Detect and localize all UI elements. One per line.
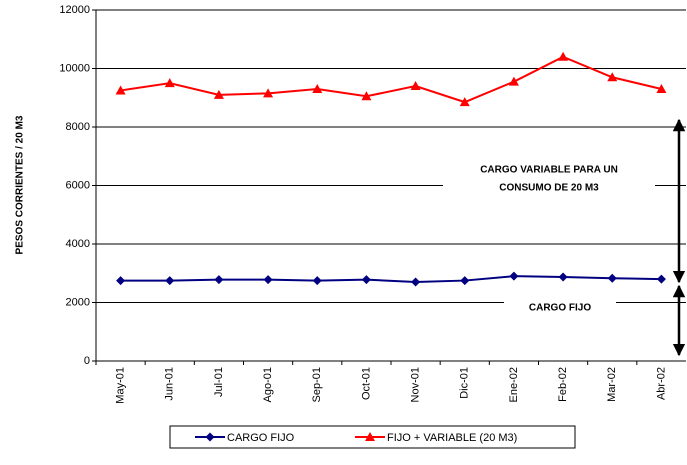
point (508, 76, 519, 86)
x-tick-label: Jun-01 (164, 367, 176, 401)
point (607, 273, 617, 283)
y-tick-label: 4000 (66, 238, 90, 250)
x-tick-label: Nov-01 (409, 367, 421, 402)
y-tick-label: 2000 (66, 296, 90, 308)
legend-label: FIJO + VARIABLE (20 M3) (387, 432, 517, 444)
point (361, 91, 372, 101)
y-tick-label: 6000 (66, 179, 90, 191)
legend-marker (205, 432, 215, 442)
point (213, 89, 224, 99)
legend-marker (365, 432, 375, 441)
point (410, 81, 421, 91)
point (164, 78, 175, 88)
y-tick-label: 12000 (59, 4, 90, 16)
annotation: CONSUMO DE 20 M3 (499, 183, 599, 194)
annotation: CARGO VARIABLE PARA UN (480, 165, 618, 176)
x-tick-label: Sep-01 (311, 367, 323, 402)
y-tick-label: 8000 (66, 121, 90, 133)
point (460, 276, 470, 286)
y-axis-label: PESOS CORRIENTES / 20 M3 (15, 115, 26, 254)
point (509, 271, 519, 281)
x-tick-label: Mar-02 (606, 367, 618, 402)
point (607, 72, 618, 82)
series-line (120, 275, 662, 284)
point (558, 272, 568, 282)
point (411, 277, 421, 287)
point (214, 275, 224, 285)
point (312, 276, 322, 286)
y-tick-label: 10000 (59, 62, 90, 74)
point (165, 276, 175, 286)
point (459, 97, 470, 107)
x-tick-label: Feb-02 (557, 367, 569, 402)
point (116, 276, 126, 286)
point (558, 51, 569, 61)
annotation-bg (504, 298, 616, 320)
point (115, 85, 126, 95)
point (263, 88, 274, 98)
point (312, 83, 323, 93)
legend-label: CARGO FIJO (227, 432, 295, 444)
x-tick-label: Ago-01 (262, 367, 274, 402)
annotation-bg (443, 160, 655, 200)
point (361, 275, 371, 285)
y-tick-label: 0 (84, 355, 90, 367)
annotation: CARGO FIJO (529, 303, 591, 314)
x-tick-label: May-01 (114, 367, 126, 404)
point (263, 275, 273, 285)
x-tick-label: Jul-01 (213, 367, 225, 397)
x-tick-label: Ene-02 (508, 367, 520, 402)
point (656, 83, 667, 93)
x-tick-label: Oct-01 (360, 367, 372, 400)
point (656, 274, 666, 284)
series-line (120, 55, 662, 104)
x-tick-label: Abr-02 (655, 367, 667, 400)
x-tick-label: Dic-01 (459, 367, 471, 399)
